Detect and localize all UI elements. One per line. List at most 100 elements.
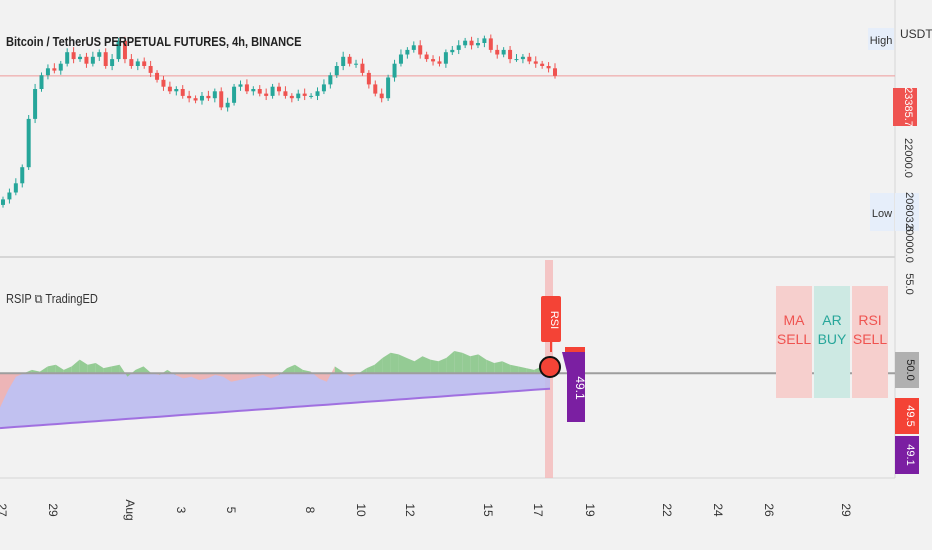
- candle[interactable]: [283, 91, 288, 96]
- candle[interactable]: [540, 63, 545, 66]
- candle[interactable]: [334, 66, 339, 76]
- candle[interactable]: [219, 91, 224, 108]
- candle[interactable]: [302, 93, 307, 96]
- value-bubble[interactable]: [562, 352, 585, 422]
- candle[interactable]: [360, 63, 365, 73]
- price-axis[interactable]: USDT High 23385.7 22000.0 Low 20803.6 20…: [868, 27, 932, 263]
- candle[interactable]: [450, 49, 455, 53]
- candle[interactable]: [527, 56, 532, 62]
- candle[interactable]: [193, 98, 198, 101]
- candle[interactable]: [328, 75, 333, 85]
- candle[interactable]: [78, 56, 83, 60]
- candle[interactable]: [366, 72, 371, 85]
- candle[interactable]: [180, 89, 185, 96]
- candle[interactable]: [405, 49, 410, 55]
- candle[interactable]: [508, 49, 513, 60]
- candle[interactable]: [84, 56, 89, 64]
- candle[interactable]: [103, 52, 108, 66]
- candle[interactable]: [90, 56, 95, 64]
- candle[interactable]: [418, 45, 423, 55]
- ma-sell-panel[interactable]: [776, 286, 812, 398]
- candle[interactable]: [244, 84, 249, 92]
- candle[interactable]: [187, 95, 192, 99]
- candle[interactable]: [373, 84, 378, 94]
- candle[interactable]: [553, 68, 557, 76]
- candle[interactable]: [270, 86, 275, 96]
- candle[interactable]: [463, 40, 468, 46]
- candle[interactable]: [398, 54, 403, 64]
- candle[interactable]: [206, 95, 211, 99]
- candle[interactable]: [315, 91, 320, 96]
- candle[interactable]: [7, 192, 12, 200]
- candle[interactable]: [33, 89, 38, 119]
- candle[interactable]: [296, 93, 301, 99]
- candle[interactable]: [546, 66, 551, 69]
- candle[interactable]: [135, 61, 140, 66]
- candle[interactable]: [232, 86, 237, 103]
- candle[interactable]: [392, 63, 397, 78]
- candle[interactable]: [65, 52, 70, 64]
- candle[interactable]: [155, 72, 160, 80]
- candle[interactable]: [142, 61, 147, 66]
- candle[interactable]: [251, 89, 256, 92]
- candle[interactable]: [39, 75, 44, 89]
- candle[interactable]: [26, 118, 31, 168]
- candle[interactable]: [520, 56, 525, 60]
- price-pane[interactable]: [0, 34, 895, 208]
- candle[interactable]: [1, 199, 5, 205]
- indicator-pane[interactable]: RSI 49.1 MA SELL AR BUY RSI SELL: [0, 260, 895, 478]
- rsi-sell-panel[interactable]: [852, 286, 888, 398]
- candle[interactable]: [52, 68, 57, 71]
- candle[interactable]: [341, 56, 346, 66]
- candle[interactable]: [431, 59, 436, 62]
- indicator-axis[interactable]: 55.0 50.0 49.5 49.1: [895, 273, 919, 474]
- candle[interactable]: [488, 38, 493, 50]
- candle[interactable]: [58, 63, 63, 71]
- candle[interactable]: [354, 63, 359, 65]
- candle[interactable]: [321, 84, 326, 92]
- candle[interactable]: [309, 95, 314, 97]
- candle[interactable]: [161, 79, 166, 87]
- signal-dot[interactable]: [539, 356, 561, 378]
- candle[interactable]: [45, 68, 50, 76]
- candle[interactable]: [482, 38, 487, 43]
- candle[interactable]: [514, 59, 519, 61]
- candle[interactable]: [411, 45, 416, 50]
- candle[interactable]: [456, 45, 461, 50]
- time-axis[interactable]: 27 29 Aug 3 5 8 10 12 15 17 19 22 24 26 29: [0, 499, 853, 520]
- candle[interactable]: [225, 102, 230, 108]
- candle[interactable]: [437, 61, 442, 64]
- candle[interactable]: [277, 86, 281, 92]
- candle[interactable]: [443, 52, 448, 64]
- candle[interactable]: [97, 52, 102, 57]
- candle[interactable]: [129, 59, 134, 66]
- candle[interactable]: [469, 40, 474, 46]
- candle[interactable]: [13, 183, 18, 193]
- candle[interactable]: [347, 56, 352, 64]
- candle[interactable]: [110, 59, 115, 66]
- candle[interactable]: [289, 95, 294, 99]
- candle[interactable]: [257, 89, 262, 94]
- candle[interactable]: [122, 40, 127, 60]
- candle[interactable]: [20, 167, 25, 184]
- candle[interactable]: [424, 54, 429, 60]
- candle[interactable]: [71, 52, 76, 60]
- candle[interactable]: [379, 93, 384, 99]
- candle[interactable]: [475, 43, 480, 46]
- rsi-signal-marker[interactable]: [541, 296, 561, 342]
- ar-buy-panel[interactable]: [814, 286, 850, 398]
- candle[interactable]: [212, 91, 217, 99]
- candle[interactable]: [264, 93, 269, 96]
- candle[interactable]: [533, 61, 538, 64]
- candle[interactable]: [238, 84, 243, 87]
- last-price-box[interactable]: [893, 88, 917, 126]
- candle[interactable]: [116, 40, 121, 60]
- candle[interactable]: [386, 77, 391, 99]
- candle[interactable]: [495, 49, 500, 55]
- candle[interactable]: [501, 49, 506, 55]
- candle[interactable]: [167, 86, 172, 92]
- candle[interactable]: [199, 95, 204, 101]
- candle[interactable]: [174, 89, 179, 92]
- candle[interactable]: [148, 66, 153, 73]
